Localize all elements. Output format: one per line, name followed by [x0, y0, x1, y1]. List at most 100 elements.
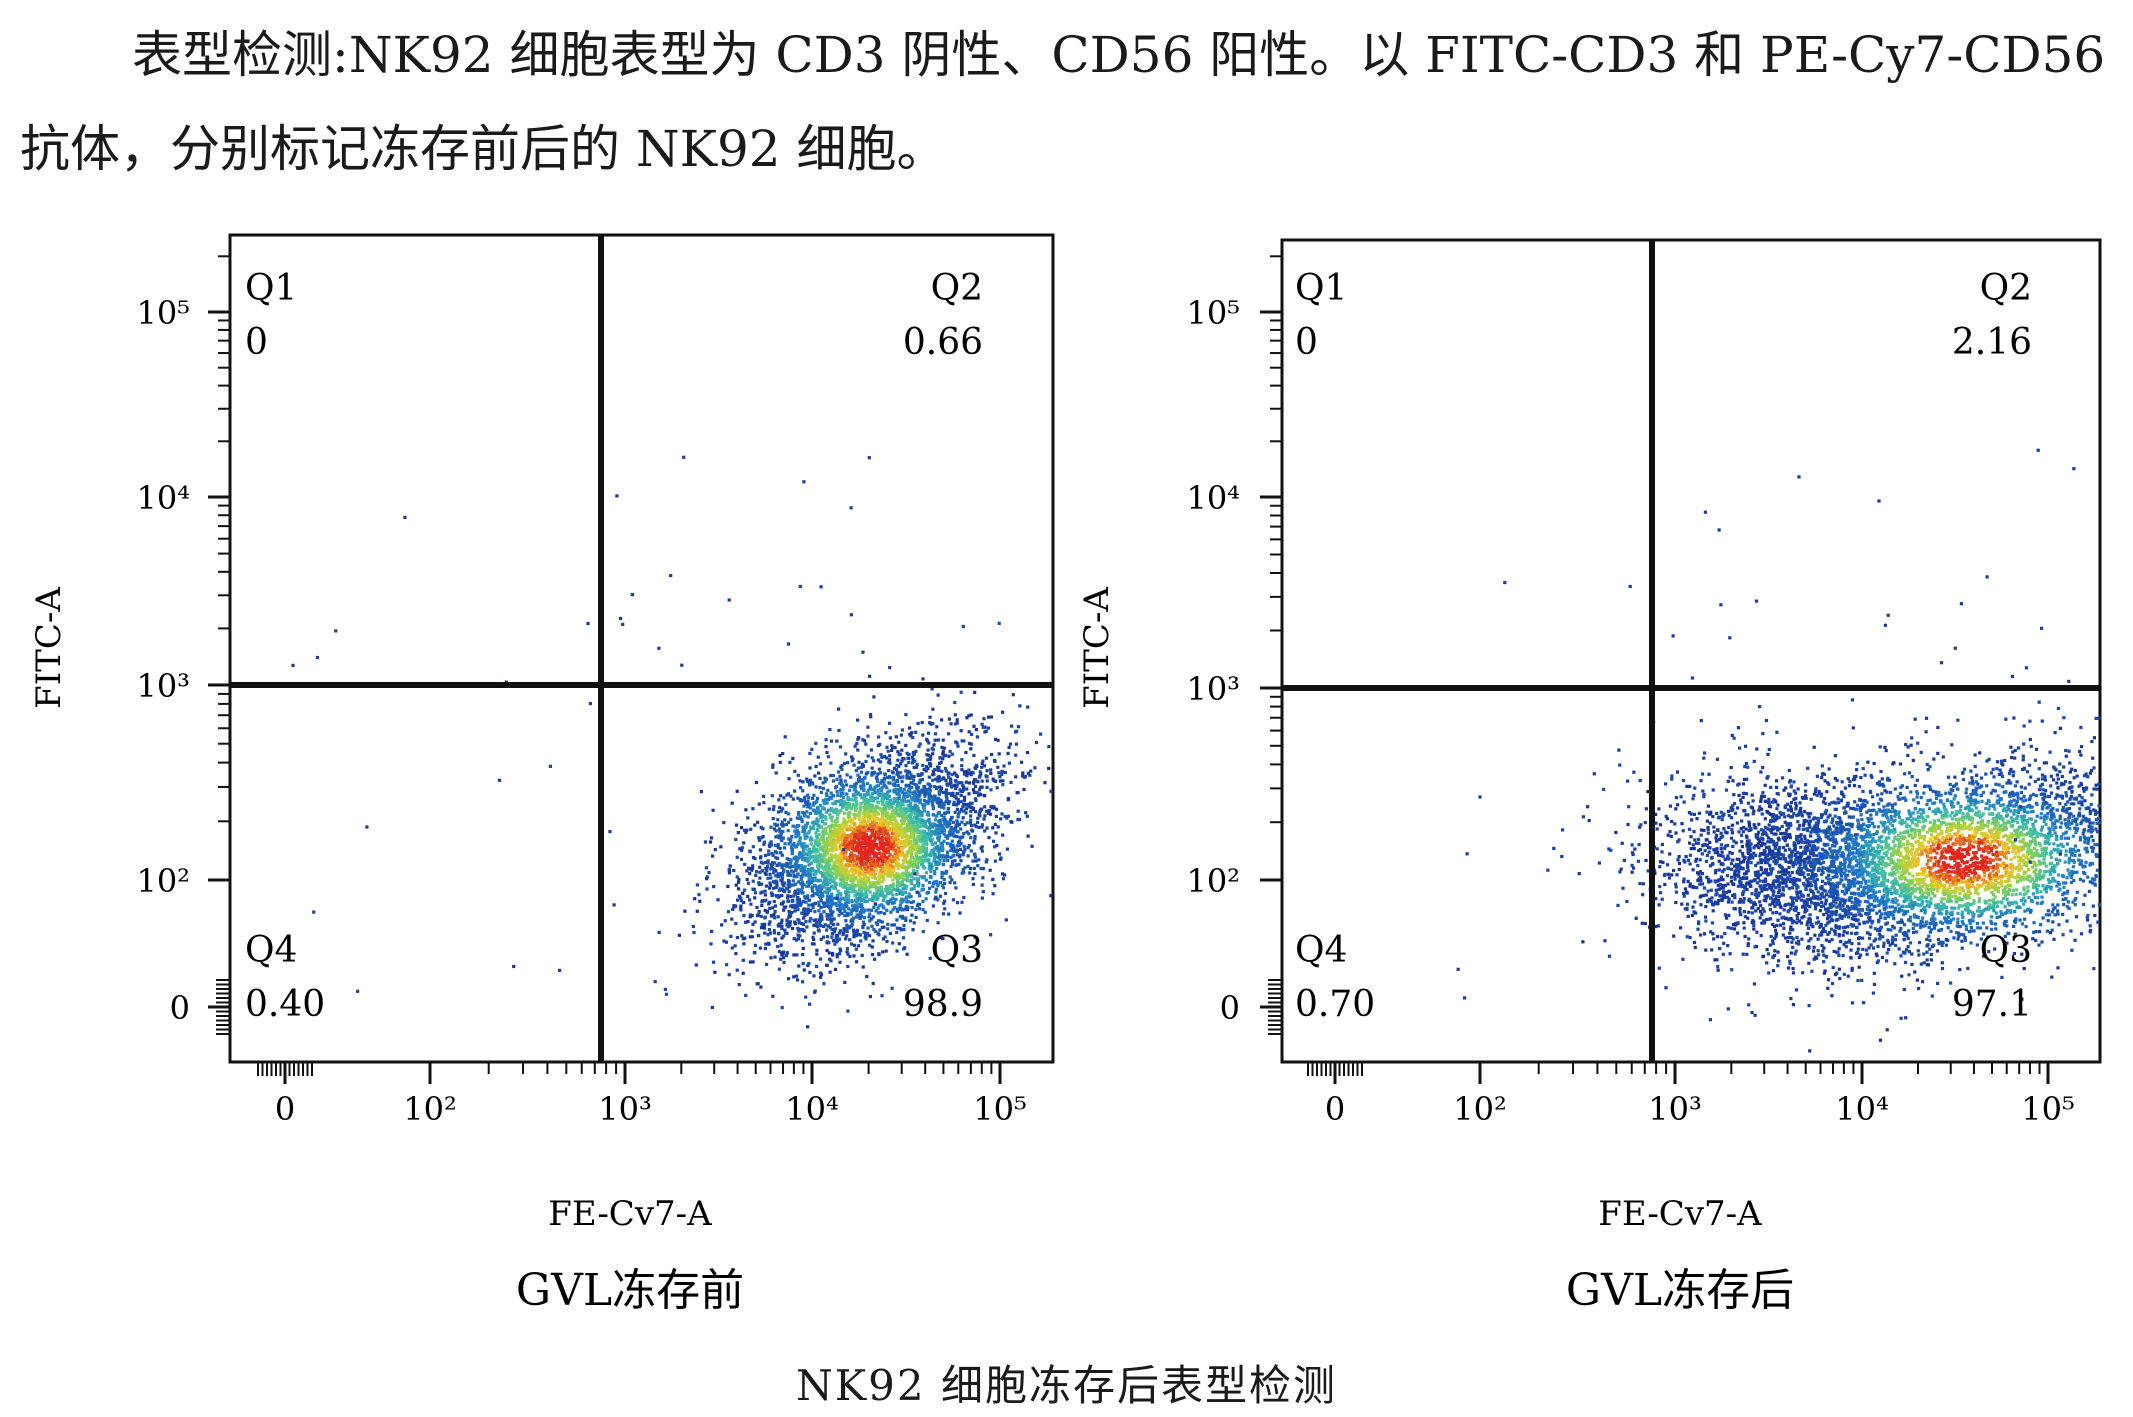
event-dot	[833, 863, 837, 867]
event-dot	[746, 894, 750, 898]
event-dot	[750, 866, 754, 870]
event-dot	[832, 886, 836, 890]
event-dot	[880, 811, 885, 816]
event-dot	[786, 862, 790, 866]
event-dot	[852, 943, 857, 947]
event-dot	[845, 929, 849, 934]
event-dot	[965, 716, 969, 720]
event-dot	[945, 869, 949, 873]
y-tick-label: 10⁵	[136, 294, 190, 332]
event-dot	[895, 827, 900, 832]
event-dot	[957, 822, 962, 827]
event-dot	[919, 855, 923, 859]
event-dot	[796, 918, 800, 922]
event-dot	[999, 817, 1003, 821]
event-dot	[915, 828, 919, 832]
event-dot	[931, 825, 935, 829]
event-dot	[1014, 742, 1018, 746]
event-dot	[848, 859, 853, 863]
event-dot	[772, 931, 776, 935]
event-dot	[994, 737, 998, 741]
event-dot	[837, 826, 841, 831]
event-dot	[910, 786, 914, 790]
event-dot	[919, 847, 923, 851]
event-dot	[873, 895, 877, 899]
event-dot	[985, 769, 989, 773]
event-dot	[899, 828, 903, 832]
event-dot	[894, 811, 898, 815]
event-dot	[1006, 814, 1010, 818]
event-dot	[737, 877, 741, 881]
event-dot	[963, 866, 967, 870]
event-dot	[852, 916, 856, 920]
event-dot	[913, 812, 917, 816]
event-dot	[739, 908, 743, 912]
event-dot	[906, 769, 910, 773]
event-dot	[803, 911, 807, 916]
event-dot	[773, 909, 777, 914]
event-dot	[898, 814, 902, 818]
event-dot	[791, 756, 795, 761]
event-dot	[832, 794, 836, 798]
event-dot	[1902, 899, 1906, 903]
event-dot	[919, 833, 923, 837]
event-dot	[866, 926, 870, 930]
event-dot	[796, 864, 800, 868]
event-dot	[811, 782, 815, 786]
event-dot	[893, 852, 897, 856]
event-dot	[788, 873, 792, 877]
event-dot	[786, 642, 791, 646]
event-dot	[839, 788, 843, 792]
event-dot	[943, 790, 947, 794]
event-dot	[1928, 870, 1932, 874]
event-dot	[831, 910, 835, 914]
event-dot	[365, 825, 369, 829]
event-dot	[926, 811, 930, 816]
event-dot	[925, 918, 929, 923]
event-dot	[830, 932, 834, 936]
event-dot	[797, 964, 801, 968]
event-dot	[802, 842, 806, 846]
event-dot	[781, 863, 785, 867]
event-dot	[815, 799, 819, 803]
event-dot	[902, 927, 906, 931]
event-dot	[920, 863, 924, 867]
event-dot	[895, 797, 899, 801]
event-dot	[759, 985, 763, 989]
event-dot	[1030, 844, 1034, 848]
event-dot	[753, 896, 757, 900]
event-dot	[774, 894, 778, 898]
event-dot	[948, 833, 952, 837]
event-dot	[813, 924, 817, 928]
event-dot	[908, 846, 912, 851]
event-dot	[813, 848, 817, 852]
event-dot	[880, 891, 884, 895]
event-dot	[768, 872, 772, 876]
event-dot	[821, 855, 825, 859]
event-dot	[761, 834, 765, 839]
event-dot	[884, 731, 888, 735]
event-dot	[705, 887, 709, 891]
event-dot	[939, 827, 943, 831]
event-dot	[933, 897, 937, 901]
event-dot	[888, 758, 892, 762]
event-dot	[979, 867, 983, 871]
event-dot	[869, 794, 873, 798]
event-dot	[897, 849, 901, 854]
event-dot	[785, 951, 789, 955]
event-dot	[910, 856, 915, 860]
event-dot	[2026, 875, 2030, 879]
event-dot	[921, 900, 925, 904]
event-dot	[1907, 918, 1911, 922]
event-dot	[967, 792, 971, 796]
event-dot	[1704, 859, 1709, 863]
event-dot	[834, 842, 838, 846]
event-dot	[780, 1006, 784, 1010]
event-dot	[1025, 751, 1030, 755]
event-dot	[887, 769, 891, 773]
event-dot	[841, 795, 845, 799]
event-dot	[1011, 693, 1015, 697]
event-dot	[975, 735, 979, 739]
event-dot	[1909, 833, 1913, 837]
event-dot	[807, 849, 811, 854]
